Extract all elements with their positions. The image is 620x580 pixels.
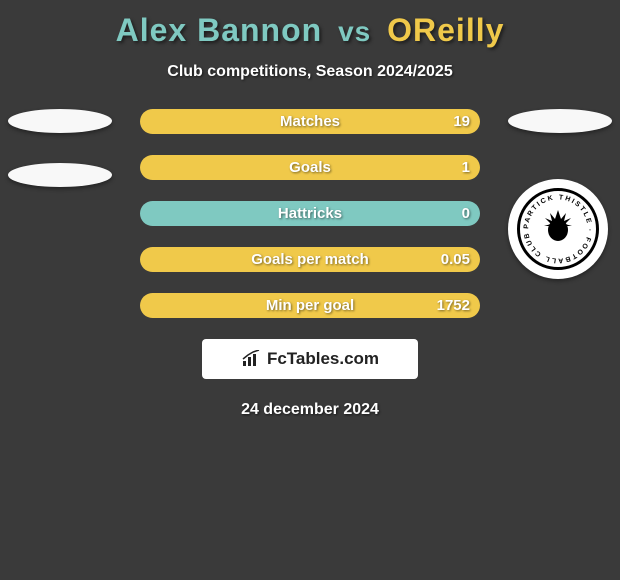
stat-row: Hattricks0	[0, 201, 620, 226]
stat-value: 1752	[437, 297, 470, 314]
chart-icon	[241, 350, 263, 368]
stat-value: 0.05	[441, 251, 470, 268]
vs-text: vs	[332, 16, 377, 47]
watermark: FcTables.com	[202, 339, 418, 379]
stat-bar: Matches19	[140, 109, 480, 134]
stat-label: Goals per match	[140, 251, 480, 268]
stat-row: Matches19	[0, 109, 620, 134]
stats-panel: PARTICK THISTLE · FOOTBALL CLUB · Matche…	[0, 109, 620, 318]
stat-row: Min per goal1752	[0, 293, 620, 318]
comparison-title: Alex Bannon vs OReilly	[0, 0, 620, 49]
stat-bar: Hattricks0	[140, 201, 480, 226]
stat-bar: Min per goal1752	[140, 293, 480, 318]
stat-value: 0	[462, 205, 470, 222]
date-text: 24 december 2024	[0, 401, 620, 419]
player1-name: Alex Bannon	[116, 12, 323, 48]
stat-label: Min per goal	[140, 297, 480, 314]
player2-name: OReilly	[387, 12, 504, 48]
stat-row: Goals1	[0, 155, 620, 180]
stat-value: 19	[453, 113, 470, 130]
stat-label: Matches	[140, 113, 480, 130]
stat-value: 1	[462, 159, 470, 176]
stat-bar: Goals1	[140, 155, 480, 180]
subtitle: Club competitions, Season 2024/2025	[0, 63, 620, 81]
stat-label: Goals	[140, 159, 480, 176]
stat-bar: Goals per match0.05	[140, 247, 480, 272]
stat-row: Goals per match0.05	[0, 247, 620, 272]
stat-label: Hattricks	[140, 205, 480, 222]
watermark-text: FcTables.com	[267, 349, 379, 369]
